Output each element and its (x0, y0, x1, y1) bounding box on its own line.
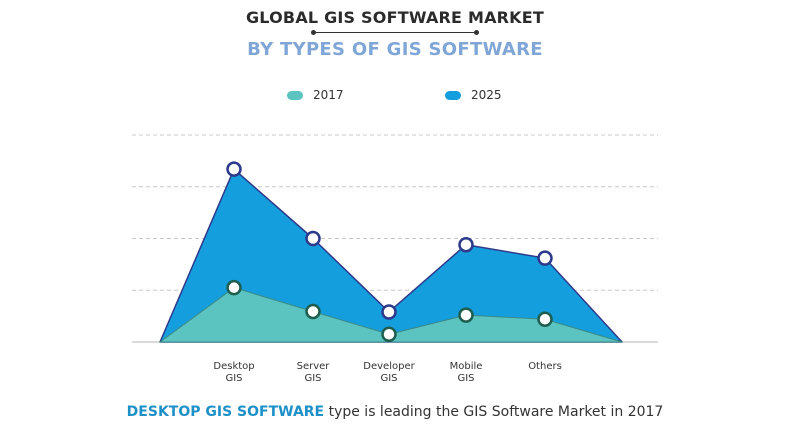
legend: 2017 2025 (0, 88, 790, 108)
legend-item-2017: 2017 (287, 88, 344, 102)
footer-text: type is leading the GIS Software Market … (324, 404, 664, 420)
legend-label-2025: 2025 (471, 88, 502, 102)
data-point-2017 (458, 307, 474, 323)
title-divider (311, 30, 479, 35)
area-series-2017 (159, 287, 623, 343)
data-point-2025 (537, 250, 553, 266)
data-point-2017 (381, 326, 397, 342)
area-chart: Desktop GIS Server GIS Developer GIS Mobile GIS… (132, 134, 658, 384)
data-point-2025 (381, 304, 397, 320)
chart-title: GLOBAL GIS SOFTWARE MARKET (245, 8, 545, 27)
x-tick-label: Developer GIS (363, 361, 415, 384)
x-tick-label: Desktop GIS (213, 361, 254, 384)
legend-swatch-2025 (445, 90, 461, 100)
chart-subtitle: BY TYPES OF GIS SOFTWARE (247, 39, 543, 60)
area-series-2025 (159, 168, 623, 343)
data-point-2017 (537, 311, 553, 327)
data-point-2025 (458, 236, 474, 253)
data-point-2017 (305, 303, 321, 320)
footer-highlight: DESKTOP GIS SOFTWARE (126, 404, 325, 420)
x-tick-label: Others (528, 361, 562, 372)
x-tick-label: Server GIS (297, 361, 331, 384)
data-point-2025 (226, 161, 242, 177)
legend-label-2017: 2017 (313, 88, 344, 102)
x-tick-label: Mobile GIS (450, 361, 483, 384)
data-point-2017 (226, 279, 242, 296)
legend-item-2025: 2025 (445, 88, 502, 102)
legend-swatch-2017 (287, 90, 303, 100)
title-block: GLOBAL GIS SOFTWARE MARKET BY TYPES OF G… (0, 8, 790, 61)
data-point-2025 (305, 230, 321, 247)
footer-note: DESKTOP GIS SOFTWARE type is leading the… (0, 404, 790, 420)
